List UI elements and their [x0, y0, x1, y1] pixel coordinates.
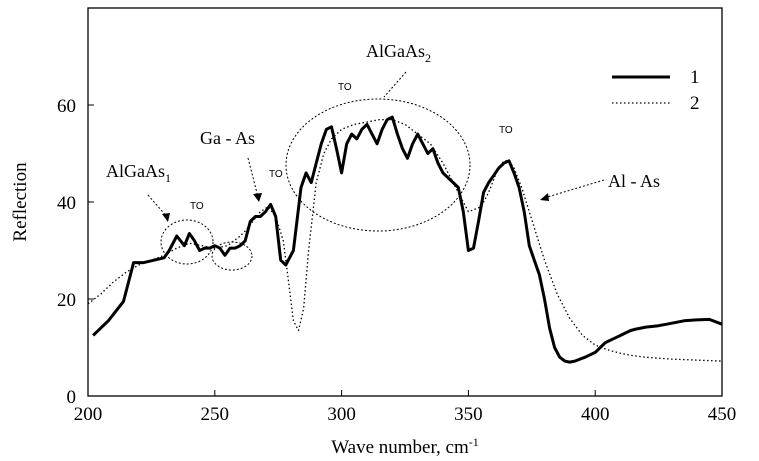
series-layer	[87, 115, 723, 364]
to-label-algaas2: TO	[338, 82, 352, 93]
algaas1-circle-small	[211, 241, 253, 271]
x-tick-label: 450	[708, 404, 737, 425]
y-axis-title: Reflection	[10, 162, 31, 242]
annotation-arrowheads	[162, 193, 549, 222]
axis-ticks: 200 250 300 350 400 450 0 20 40 60	[57, 96, 736, 425]
x-axis-title-text: Wave number, cm	[331, 437, 469, 458]
y-tick-label: 20	[57, 290, 76, 311]
x-tick-label: 300	[327, 404, 356, 425]
annotations	[147, 71, 605, 271]
ga-as-label: Ga - As	[200, 128, 255, 148]
algaas1-subscript: 1	[165, 171, 171, 185]
al-as-label: Al - As	[608, 171, 660, 191]
legend: 1 2	[612, 67, 700, 114]
algaas1-circle	[160, 219, 214, 265]
algaas1-text: AlGaAs	[106, 161, 165, 181]
x-tick-label: 250	[201, 404, 230, 425]
y-tick-label: 60	[57, 96, 76, 117]
x-axis-title: Wave number, cm-1	[331, 435, 479, 458]
to-label-ga-as: TO	[269, 169, 283, 180]
algaas2-label: AlGaAs2	[366, 41, 431, 65]
legend-label-2: 2	[690, 93, 700, 114]
al-as-arrowhead	[540, 193, 549, 201]
plot-frame	[87, 7, 723, 397]
algaas2-subscript: 2	[425, 51, 431, 65]
x-tick-label: 350	[454, 404, 483, 425]
to-label-algaas1: TO	[190, 201, 204, 212]
algaas2-text: AlGaAs	[366, 41, 425, 61]
algaas2-ellipse	[285, 98, 471, 232]
legend-label-1: 1	[690, 67, 700, 88]
x-tick-label: 400	[581, 404, 610, 425]
to-label-al-as: TO	[499, 125, 513, 136]
algaas1-label: AlGaAs1	[106, 161, 171, 185]
x-tick-label: 200	[74, 404, 103, 425]
algaas1-arrowhead	[162, 213, 170, 222]
al-as-arrow	[543, 179, 605, 199]
ga-as-arrow	[247, 157, 259, 198]
ga-as-arrowhead	[253, 193, 262, 202]
series-line-1	[92, 115, 723, 364]
x-axis-title-superscript: -1	[469, 435, 479, 449]
y-tick-label: 0	[67, 387, 77, 408]
algaas2-arrow	[383, 71, 407, 98]
y-tick-label: 40	[57, 193, 76, 214]
